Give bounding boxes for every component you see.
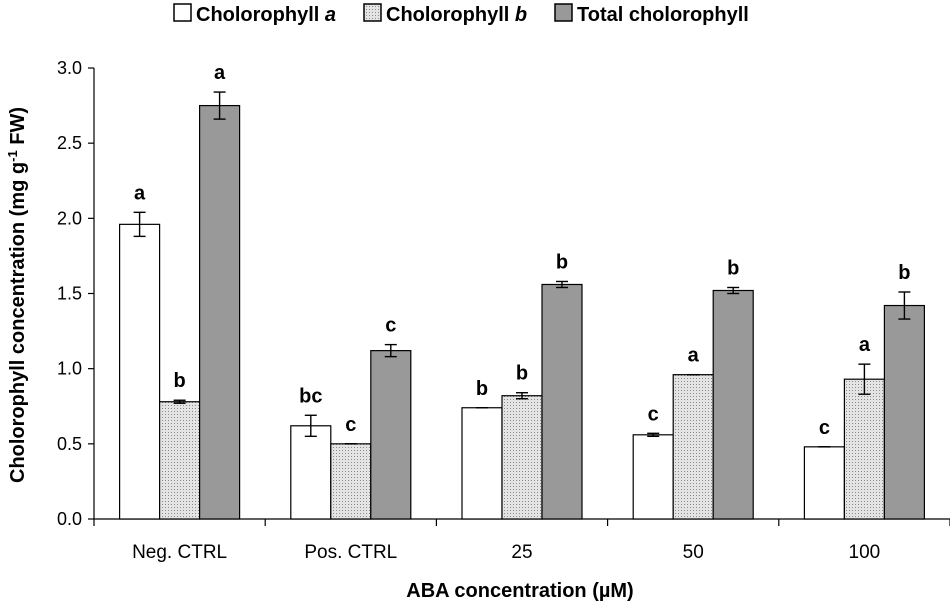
bar [330, 443, 372, 520]
legend: Cholorophyll a Cholorophyll b Total chol… [173, 3, 749, 26]
significance-letter: b [476, 378, 488, 400]
plot-area: 0.0 0.5 1.0 1.5 2.0 2.5 3.0 Neg. CTRL Pos. CTRL 2… [57, 58, 950, 563]
y-tick-label: 1.5 [57, 284, 82, 304]
legend-item-cholorophyll-b: Cholorophyll b [363, 3, 527, 26]
significance-letter: bc [299, 385, 322, 407]
significance-letter: c [819, 417, 830, 439]
x-tick-label: 100 [849, 542, 881, 563]
legend-swatch-cholorophyll-b [363, 3, 382, 22]
legend-label-total-cholorophyll: Total cholorophyll [577, 4, 749, 26]
y-tick-label: 3.0 [57, 58, 82, 78]
x-tick-label: 50 [683, 542, 704, 563]
bar [883, 304, 926, 520]
significance-letter: a [214, 62, 226, 84]
significance-letter: b [556, 251, 568, 273]
bar [461, 407, 503, 520]
legend-swatch-total-cholorophyll [554, 3, 573, 22]
significance-letter: b [727, 257, 739, 279]
significance-letter: b [516, 363, 528, 385]
x-tick-label: 25 [511, 542, 532, 563]
significance-letter: a [134, 182, 146, 204]
bar [632, 434, 674, 520]
y-tick-label: 2.5 [57, 133, 82, 153]
legend-swatch-cholorophyll-a [173, 3, 192, 22]
bar [843, 378, 886, 520]
y-tick-label: 0.5 [57, 434, 82, 454]
legend-label-cholorophyll-a: Cholorophyll a [196, 4, 336, 26]
significance-letter: b [173, 370, 185, 392]
bar [803, 446, 846, 520]
legend-item-total-cholorophyll: Total cholorophyll [554, 3, 749, 26]
significance-letter: c [385, 315, 396, 337]
bar [199, 104, 241, 520]
y-tick-label: 1.0 [57, 359, 82, 379]
x-tick-label: Neg. CTRL [132, 542, 227, 563]
significance-letter: c [345, 414, 356, 436]
y-tick-label: 0.0 [57, 509, 82, 529]
bar [672, 374, 714, 520]
bar [501, 395, 543, 520]
bar [118, 223, 161, 520]
significance-letter: a [688, 345, 700, 367]
legend-item-cholorophyll-a: Cholorophyll a [173, 3, 336, 26]
y-axis-title: Cholorophyll concentration (mg g-1 FW) [5, 107, 29, 483]
bar [712, 289, 754, 520]
bar [541, 283, 583, 520]
y-tick-label: 2.0 [57, 208, 82, 228]
legend-label-cholorophyll-b: Cholorophyll b [386, 4, 527, 26]
bar [370, 350, 412, 520]
bar [290, 425, 332, 520]
bar [159, 401, 201, 520]
significance-letter: b [898, 262, 910, 284]
significance-letter: c [648, 403, 659, 425]
x-axis-title: ABA concentration (µM) [406, 580, 633, 602]
significance-letter: a [859, 334, 871, 356]
x-tick-label: Pos. CTRL [304, 542, 397, 563]
